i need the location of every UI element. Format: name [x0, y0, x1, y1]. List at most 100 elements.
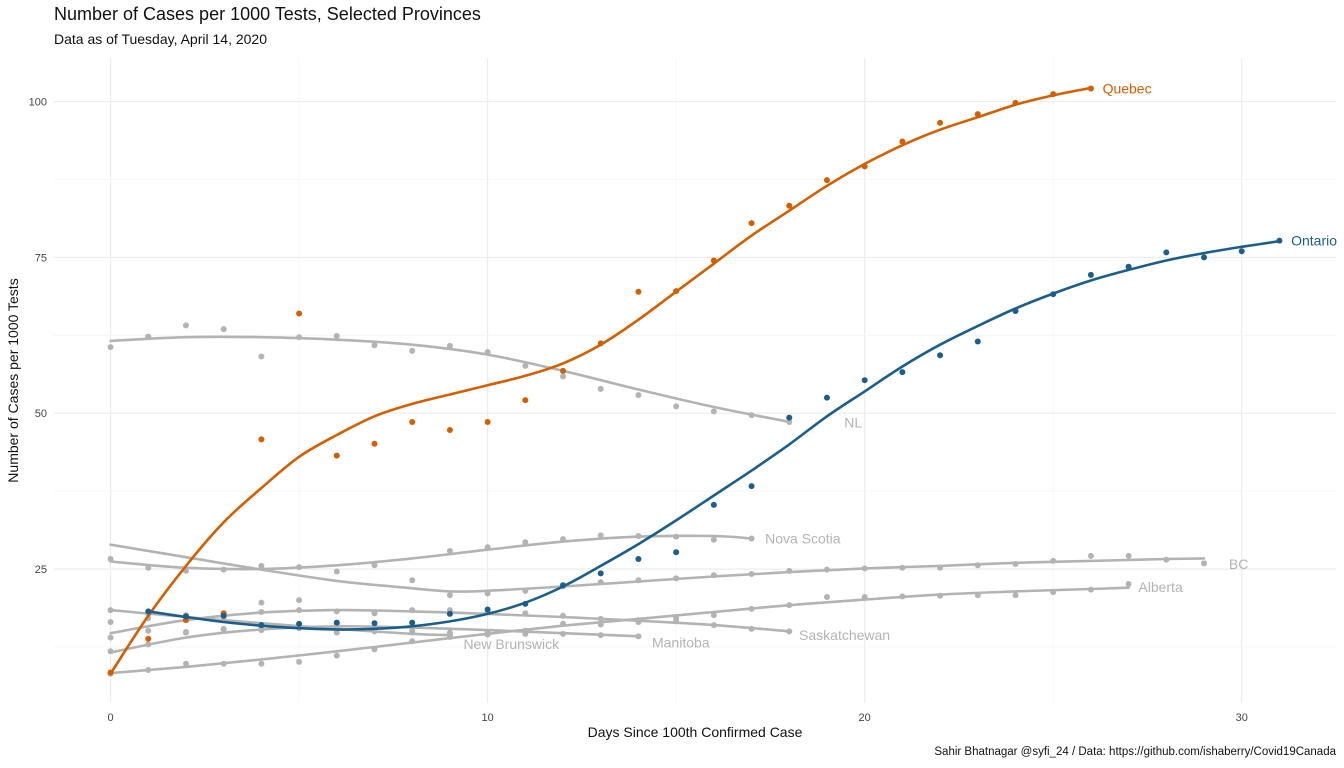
series-labels: NL Nova Scotia BC Alberta Saskatchewan New Br…	[463, 81, 1337, 652]
y-axis-title: Number of Cases per 1000 Tests	[5, 278, 21, 482]
series-label-ontario: Ontario	[1291, 233, 1337, 249]
point-bc	[1125, 552, 1132, 559]
point-ontario	[333, 619, 340, 626]
point-quebec	[371, 440, 378, 447]
point-alberta	[258, 660, 265, 667]
series-layer	[107, 85, 1283, 677]
point-manitoba	[182, 628, 189, 635]
point-alberta	[823, 594, 830, 601]
point-ontario	[748, 483, 755, 490]
point-ontario	[861, 377, 868, 384]
series-nl	[107, 322, 793, 425]
series-label-manitoba: Manitoba	[652, 635, 710, 651]
point-ontario	[296, 620, 303, 627]
y-tick-label: 25	[35, 564, 47, 576]
x-tick-label: 30	[1236, 712, 1248, 724]
point-quebec	[446, 427, 453, 434]
point-alberta	[296, 658, 303, 665]
point-nl	[522, 362, 529, 369]
series-label-bc: BC	[1229, 556, 1248, 572]
point-nova-scotia	[597, 532, 604, 539]
point-bc	[446, 592, 453, 599]
point-nl	[371, 342, 378, 349]
point-ontario	[484, 606, 491, 613]
point-nl	[597, 385, 604, 392]
x-tick-label: 0	[107, 712, 113, 724]
point-bc	[1201, 560, 1208, 567]
point-bc	[258, 599, 265, 606]
series-label-quebec: Quebec	[1103, 81, 1152, 97]
point-ontario	[710, 501, 717, 508]
point-nova-scotia	[409, 577, 416, 584]
point-quebec	[899, 138, 906, 145]
line-manitoba	[109, 624, 640, 654]
point-nl	[258, 353, 265, 360]
point-quebec	[748, 220, 755, 227]
point-quebec	[786, 202, 793, 209]
point-quebec	[522, 397, 529, 404]
point-nova-scotia	[710, 536, 717, 543]
point-manitoba	[446, 633, 453, 640]
point-ontario	[673, 549, 680, 556]
chart-subtitle: Data as of Tuesday, April 14, 2020	[54, 31, 267, 47]
point-ontario	[635, 556, 642, 563]
point-quebec	[296, 310, 303, 317]
axis-ticks: 0 10 20 30 25 50 75 100	[29, 97, 1248, 724]
point-nl	[220, 326, 227, 333]
point-nl	[673, 403, 680, 410]
series-quebec	[107, 85, 1094, 676]
point-nl	[107, 344, 114, 351]
point-ontario	[937, 352, 944, 359]
line-ontario	[147, 239, 1281, 631]
point-new-brunswick	[107, 634, 114, 641]
point-nl	[635, 392, 642, 399]
point-ontario	[371, 620, 378, 627]
line-nl	[109, 335, 791, 424]
point-nl	[560, 373, 567, 380]
chart-title: Number of Cases per 1000 Tests, Selected…	[54, 4, 481, 24]
point-quebec	[937, 119, 944, 126]
point-nova-scotia	[522, 539, 529, 546]
point-nl	[409, 347, 416, 354]
point-quebec	[258, 436, 265, 443]
point-new-brunswick	[145, 627, 152, 634]
series-label-new-brunswick: New Brunswick	[463, 636, 560, 652]
point-alberta	[1012, 592, 1019, 599]
point-ontario	[1087, 271, 1094, 278]
point-ontario	[823, 394, 830, 401]
series-ontario	[145, 237, 1283, 631]
point-nova-scotia	[371, 562, 378, 569]
point-ontario	[446, 610, 453, 617]
point-alberta	[1125, 580, 1132, 587]
line-bc	[109, 543, 1206, 593]
series-label-saskatchewan: Saskatchewan	[799, 627, 890, 643]
point-ontario	[1163, 249, 1170, 256]
point-ontario	[597, 570, 604, 577]
series-nova-scotia	[107, 532, 755, 584]
point-nova-scotia	[258, 562, 265, 569]
point-alberta	[710, 612, 717, 619]
point-quebec	[635, 288, 642, 295]
point-bc	[107, 618, 114, 625]
y-tick-label: 50	[35, 408, 47, 420]
point-bc	[296, 597, 303, 604]
point-nl	[446, 342, 453, 349]
point-quebec	[484, 418, 491, 425]
point-ontario	[1201, 254, 1208, 261]
point-alberta	[333, 652, 340, 659]
point-bc	[1087, 552, 1094, 559]
point-ontario	[409, 619, 416, 626]
point-quebec	[823, 177, 830, 184]
line-quebec	[109, 86, 1093, 675]
point-ontario	[974, 338, 981, 345]
grid-lines	[54, 58, 1336, 703]
point-nl	[333, 332, 340, 339]
point-nova-scotia	[333, 568, 340, 575]
point-quebec	[145, 635, 152, 642]
point-quebec	[333, 452, 340, 459]
point-ontario	[1238, 248, 1245, 255]
x-tick-label: 20	[859, 712, 871, 724]
point-nl	[182, 322, 189, 329]
y-tick-label: 75	[35, 252, 47, 264]
